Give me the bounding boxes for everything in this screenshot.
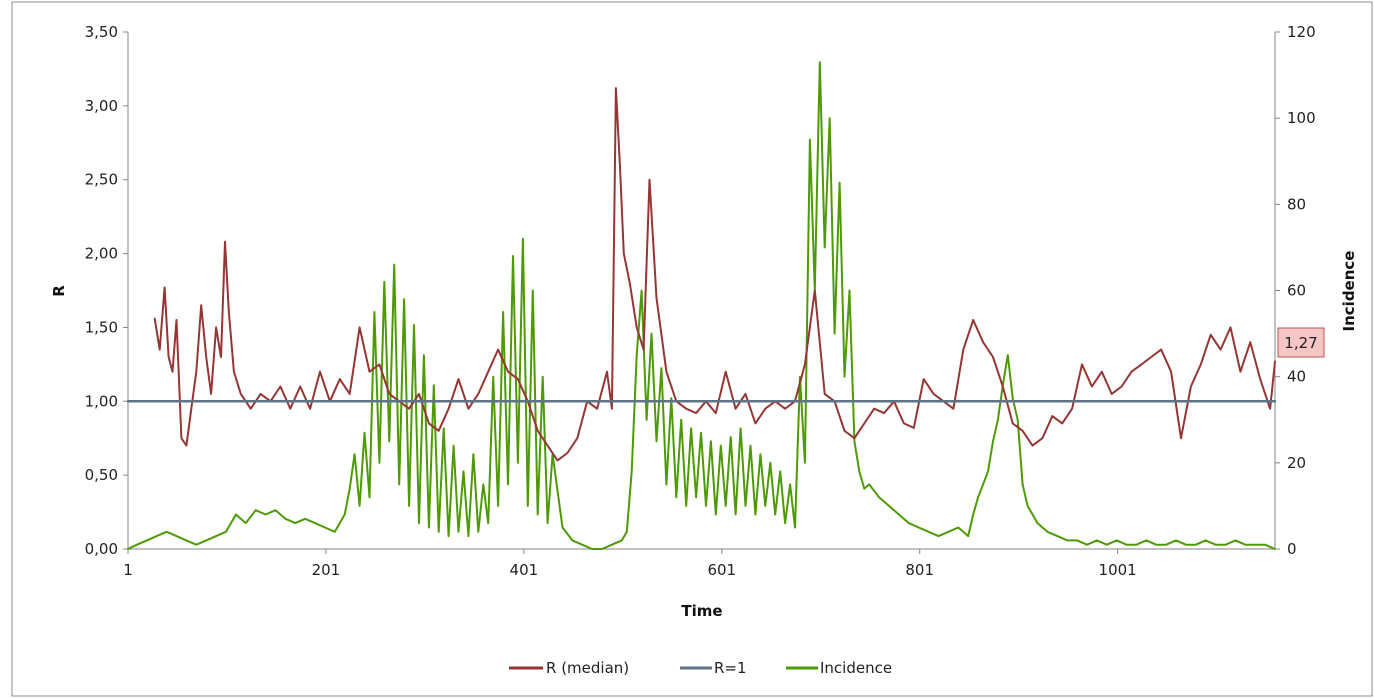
value-callout-box bbox=[1277, 327, 1325, 358]
legend: R (median) R=1 Incidence bbox=[509, 659, 892, 677]
y-right-tick-label: 100 bbox=[1287, 109, 1316, 127]
y-left-tick-label: 2,00 bbox=[85, 245, 118, 263]
series-line-incidence bbox=[127, 61, 1276, 550]
legend-label-r-equals-1: R=1 bbox=[714, 659, 747, 677]
y-right-tick-label: 0 bbox=[1287, 540, 1297, 558]
y-left-tick-label: 0,50 bbox=[85, 466, 118, 484]
y-left-tick-label: 1,00 bbox=[85, 392, 118, 410]
y-right-tick-label: 80 bbox=[1287, 195, 1306, 213]
y-left-tick-label: 0,00 bbox=[85, 540, 118, 558]
y-left-axis-title: R bbox=[50, 285, 68, 297]
y-left-tick-label: 1,50 bbox=[85, 318, 118, 336]
y-left-tick-label: 2,50 bbox=[85, 171, 118, 189]
legend-label-incidence: Incidence bbox=[820, 659, 892, 677]
y-right-tick-label: 60 bbox=[1287, 282, 1306, 300]
y-left-tick-label: 3,00 bbox=[85, 97, 118, 115]
series-layer bbox=[126, 61, 1277, 550]
x-axis-title: Time bbox=[681, 602, 722, 620]
x-tick-label: 601 bbox=[707, 561, 736, 579]
value-callout: 1,27 bbox=[1277, 327, 1325, 358]
y-right-tick-label: 20 bbox=[1287, 454, 1306, 472]
chart-border bbox=[11, 1, 1373, 697]
value-callout-label: 1,27 bbox=[1284, 334, 1317, 352]
x-tick-label: 801 bbox=[905, 561, 934, 579]
x-tick-label: 401 bbox=[510, 561, 539, 579]
ticks-layer: 1 201 401 601 801 10010,000,501,001,502,002,5… bbox=[85, 23, 1316, 579]
y-right-tick-label: 120 bbox=[1287, 23, 1316, 41]
y-right-tick-label: 40 bbox=[1287, 368, 1306, 386]
x-tick-label: 1 bbox=[123, 561, 133, 579]
x-tick-label: 201 bbox=[312, 561, 341, 579]
y-right-axis-title: Incidence bbox=[1340, 251, 1358, 332]
y-left-tick-label: 3,50 bbox=[85, 23, 118, 41]
legend-label-r-median: R (median) bbox=[546, 659, 629, 677]
x-tick-label: 1001 bbox=[1099, 561, 1137, 579]
series-line-r-median bbox=[153, 87, 1276, 462]
